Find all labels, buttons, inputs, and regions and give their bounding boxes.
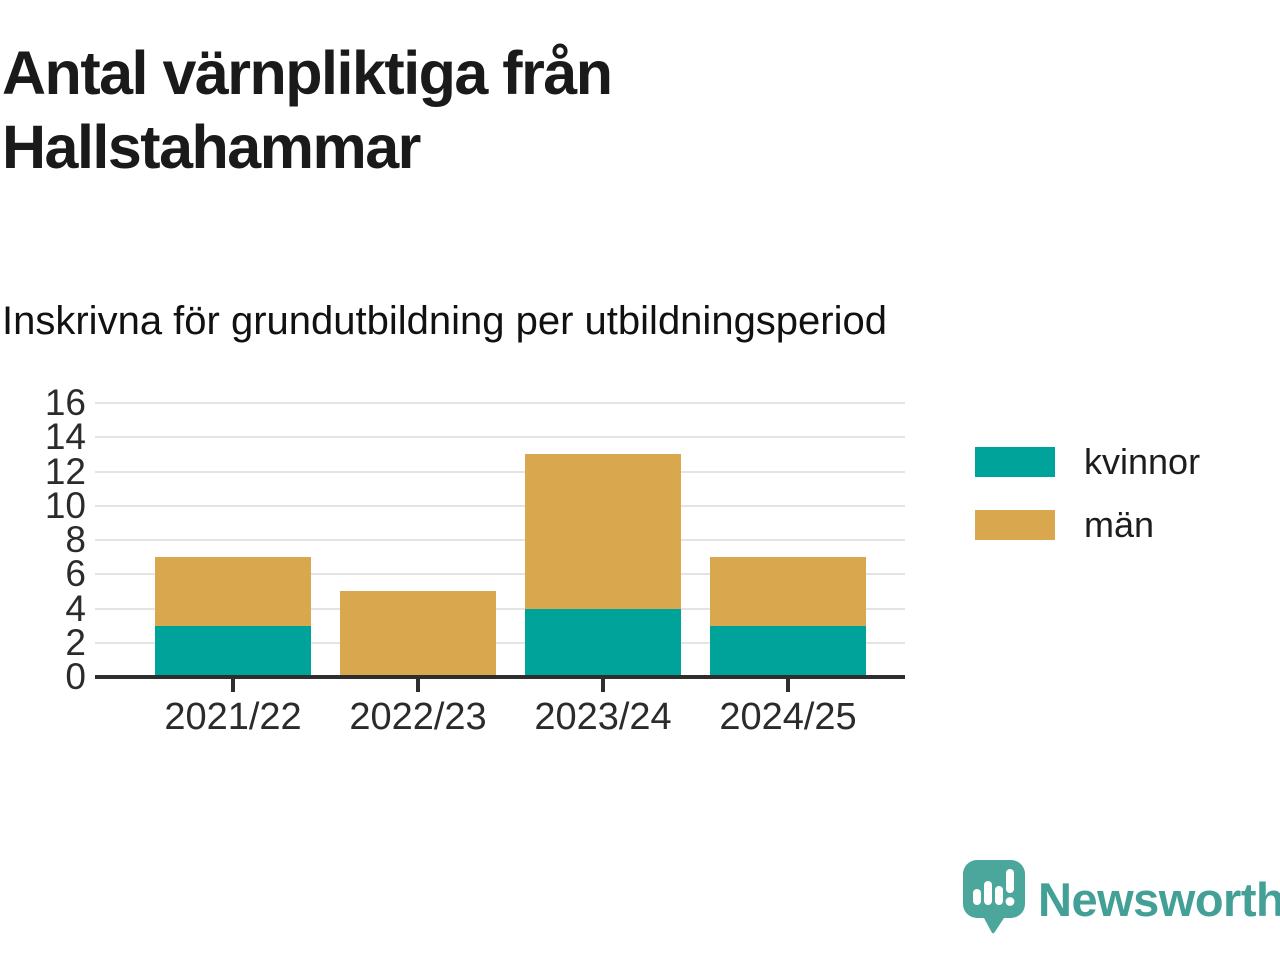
- y-axis-label: 14: [44, 416, 86, 458]
- bar-segment-kvinnor: [710, 625, 866, 677]
- legend-swatch-kvinnor: [975, 447, 1055, 477]
- chart-title: Antal värnpliktiga från Hallstahammar: [2, 39, 613, 182]
- gridline: [95, 607, 905, 610]
- gridline: [95, 504, 905, 507]
- bar-segment-kvinnor: [155, 625, 311, 677]
- gridline: [95, 470, 905, 473]
- gridline: [95, 641, 905, 644]
- x-axis-label: 2024/25: [719, 696, 857, 738]
- y-axis-label: 0: [65, 656, 86, 697]
- y-axis-label: 8: [65, 519, 86, 560]
- gridline: [95, 539, 905, 541]
- x-axis-label: 2021/22: [164, 696, 302, 738]
- y-axis-label: 6: [65, 553, 86, 595]
- x-axis-label: 2022/23: [349, 696, 487, 738]
- gridline: [95, 573, 905, 576]
- x-axis-tick: [231, 679, 235, 692]
- y-axis-label: 16: [44, 382, 86, 423]
- bar-segment-män: [525, 454, 681, 609]
- bar-segment-män: [710, 557, 866, 626]
- y-axis-label: 2: [65, 621, 86, 663]
- x-axis-label: 2023/24: [534, 696, 672, 738]
- gridline: [95, 402, 905, 404]
- x-axis-tick: [601, 679, 605, 692]
- y-axis-label: 10: [44, 484, 86, 526]
- legend-label: män: [1084, 504, 1155, 545]
- brand-lockup: Newsworthy: [963, 860, 1280, 939]
- legend-item: kvinnor: [975, 444, 1200, 480]
- gridline: [95, 436, 905, 439]
- bar-segment-kvinnor: [525, 608, 681, 677]
- plot-area: [95, 402, 905, 679]
- y-axis-label: 4: [65, 587, 86, 629]
- y-axis: 0 2 4 6 8 10 12 14 16: [0, 382, 86, 697]
- x-axis-tick: [786, 679, 790, 692]
- legend-swatch-män: [975, 510, 1055, 540]
- legend: kvinnor män: [975, 444, 1200, 543]
- legend-label: kvinnor: [1084, 441, 1201, 482]
- brand-name: Newsworthy: [1038, 873, 1280, 926]
- x-axis-line: [95, 675, 905, 679]
- chart-subtitle: Inskrivna för grundutbildning per utbild…: [2, 299, 887, 343]
- legend-item: män: [975, 507, 1200, 543]
- newsworthy-logo-icon: [963, 860, 1025, 939]
- y-axis-label: 12: [44, 450, 86, 492]
- bar-segment-män: [340, 591, 496, 677]
- x-axis-tick: [416, 679, 420, 692]
- bar-segment-män: [155, 557, 311, 626]
